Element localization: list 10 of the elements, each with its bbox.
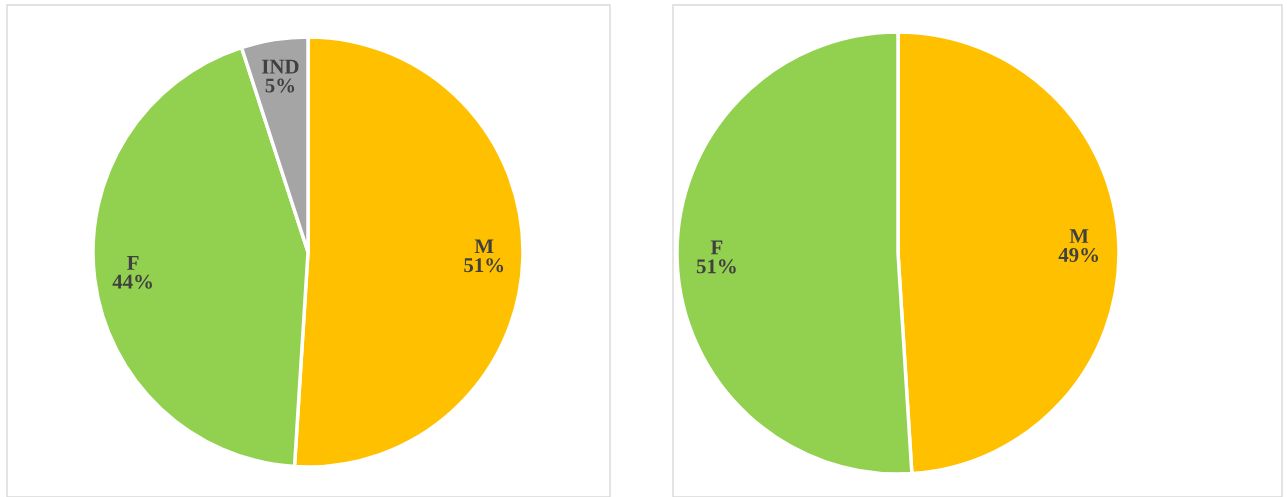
slice-label: M	[474, 239, 494, 254]
data-label: 51%	[696, 259, 736, 274]
slice-label: F	[710, 240, 723, 255]
data-label: 49%	[1058, 247, 1099, 263]
slice-label: F	[127, 256, 139, 270]
data-label: 51%	[464, 258, 504, 273]
slice-label: IND	[262, 59, 299, 74]
data-label: 5%	[265, 78, 295, 93]
data-label: 44%	[112, 274, 152, 289]
slice-label: M	[1069, 229, 1089, 243]
